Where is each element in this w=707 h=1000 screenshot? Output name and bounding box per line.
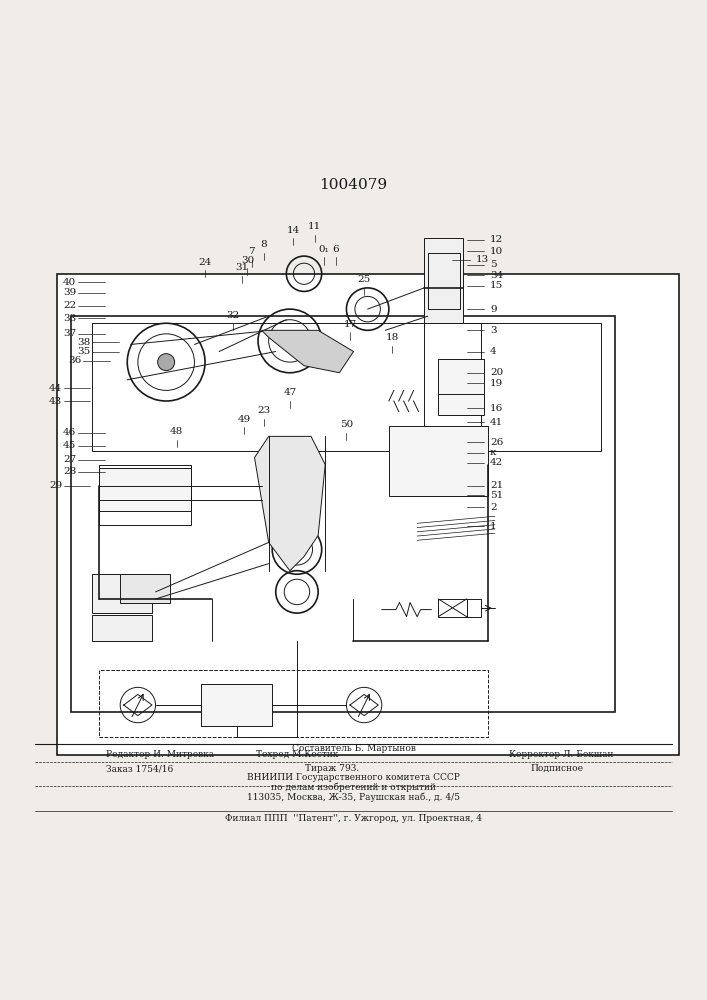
Text: 41: 41 (490, 418, 503, 427)
Circle shape (158, 354, 175, 371)
Bar (120, 574, 170, 603)
Text: 19: 19 (490, 379, 503, 388)
Text: Составитель Б. Мартынов: Составитель Б. Мартынов (291, 744, 416, 753)
Text: Филиал ППП  ''Патент'', г. Ужгород, ул. Проектная, 4: Филиал ППП ''Патент'', г. Ужгород, ул. П… (225, 814, 482, 823)
Bar (201, 684, 272, 726)
Text: 113035, Москва, Ж-35, Раушская наб., д. 4/5: 113035, Москва, Ж-35, Раушская наб., д. … (247, 792, 460, 802)
Text: 22: 22 (63, 301, 76, 310)
Text: 36: 36 (68, 356, 81, 365)
Text: 25: 25 (358, 275, 370, 284)
Text: 40: 40 (63, 278, 76, 287)
Text: 32: 32 (227, 311, 240, 320)
Bar (92, 323, 481, 451)
Text: 1: 1 (490, 522, 496, 531)
Text: 50: 50 (340, 420, 353, 429)
Text: 23: 23 (257, 406, 270, 415)
Bar (71, 316, 615, 712)
Text: 10: 10 (490, 247, 503, 256)
Text: 17: 17 (344, 320, 356, 329)
Text: 33: 33 (63, 314, 76, 323)
Text: 6: 6 (332, 245, 339, 254)
Bar (92, 615, 152, 641)
Text: 13: 13 (476, 255, 489, 264)
Polygon shape (255, 436, 325, 571)
Text: 29: 29 (49, 481, 62, 490)
Text: 39: 39 (63, 288, 76, 297)
Text: 26: 26 (490, 438, 503, 447)
Text: 12: 12 (490, 235, 503, 244)
Bar (99, 670, 488, 737)
Text: 34: 34 (490, 271, 503, 280)
Bar (438, 599, 467, 617)
Text: 16: 16 (490, 404, 503, 413)
Text: 31: 31 (235, 263, 248, 272)
Text: 44: 44 (49, 384, 62, 393)
Text: к: к (490, 448, 496, 457)
Bar (424, 238, 463, 323)
Text: 2: 2 (490, 503, 496, 512)
Text: 11: 11 (308, 222, 321, 231)
Text: Заказ 1754/16: Заказ 1754/16 (106, 764, 173, 773)
Polygon shape (262, 330, 354, 373)
Text: 3: 3 (490, 326, 496, 335)
Text: 27: 27 (63, 455, 76, 464)
Text: 49: 49 (238, 415, 250, 424)
Text: Подписное: Подписное (530, 764, 583, 773)
Text: 47: 47 (284, 388, 296, 397)
Bar (389, 426, 488, 496)
Text: 18: 18 (386, 333, 399, 342)
Bar (92, 574, 152, 613)
Text: 20: 20 (490, 368, 503, 377)
Text: Тираж 793.: Тираж 793. (305, 764, 359, 773)
Text: 37: 37 (63, 329, 76, 338)
Text: 15: 15 (490, 281, 503, 290)
Text: 38: 38 (77, 338, 90, 347)
Text: 5: 5 (490, 260, 496, 269)
Text: Корректор Л. Бокшан: Корректор Л. Бокшан (509, 750, 614, 759)
Text: 9: 9 (490, 305, 496, 314)
Text: 4: 4 (490, 347, 496, 356)
Text: 45: 45 (63, 441, 76, 450)
Bar (424, 323, 601, 451)
Text: по делам изобретений и открытий: по делам изобретений и открытий (271, 782, 436, 792)
Bar (57, 274, 679, 755)
Text: 51: 51 (490, 491, 503, 500)
Text: 7: 7 (248, 247, 255, 256)
Text: 24: 24 (199, 258, 211, 267)
Bar (438, 359, 484, 415)
Text: 35: 35 (77, 347, 90, 356)
Text: Редактор И. Митровка: Редактор И. Митровка (106, 750, 214, 759)
Text: 14: 14 (287, 226, 300, 235)
Text: 46: 46 (63, 428, 76, 437)
Text: 42: 42 (490, 458, 503, 467)
Bar (467, 599, 481, 617)
Bar (428, 253, 460, 309)
Text: 0₁: 0₁ (318, 245, 329, 254)
Text: 1004079: 1004079 (320, 178, 387, 192)
Text: 43: 43 (49, 397, 62, 406)
Text: 48: 48 (170, 427, 183, 436)
Bar (99, 465, 191, 525)
Text: 28: 28 (63, 467, 76, 476)
Text: 30: 30 (241, 256, 254, 265)
Text: ВНИИПИ Государственного комитета СССР: ВНИИПИ Государственного комитета СССР (247, 773, 460, 782)
Text: 21: 21 (490, 481, 503, 490)
Text: 8: 8 (260, 240, 267, 249)
Text: Техред М.Костик: Техред М.Костик (256, 750, 338, 759)
Bar (99, 468, 191, 511)
